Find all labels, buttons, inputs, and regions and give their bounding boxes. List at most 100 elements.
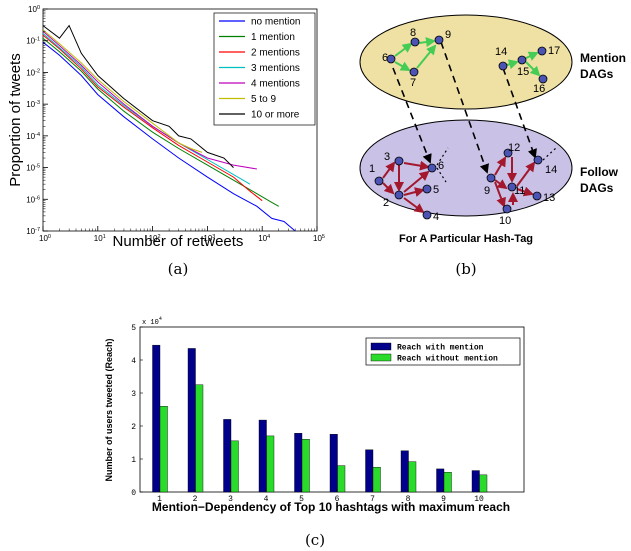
x-tick-label-c: 1: [157, 495, 162, 504]
bar-without-mention-10: [479, 474, 488, 493]
bar-without-mention-6: [337, 465, 346, 493]
node-f3: [394, 156, 404, 166]
legend-c: [365, 337, 521, 366]
y-tick-label: 10-2: [26, 68, 40, 77]
y-tick-label: 10-3: [26, 100, 40, 109]
edge-9-12: [494, 156, 507, 176]
label-f6: 6: [438, 160, 444, 172]
x-tick-label-c: 9: [441, 495, 446, 504]
edge-6-7: [394, 61, 411, 71]
y-tick-label-c: 3: [131, 390, 136, 399]
bar-with-mention-7: [365, 449, 374, 493]
node-f4: [422, 210, 432, 220]
node-f11: [507, 182, 517, 192]
follow-label-line2: DAGs: [580, 181, 614, 195]
y-tick-label: 10-1: [26, 37, 40, 46]
edge-7-9: [416, 44, 437, 69]
link-9-9: [440, 41, 489, 174]
y-axis-label-c: Number of users tweeted (Reach): [104, 338, 114, 481]
label-f12: 12: [508, 142, 520, 154]
x-tick-label: 103: [203, 234, 215, 243]
x-axis-ticks-a: 100 101 102 103 104 105: [39, 226, 325, 243]
node-m6: [386, 54, 396, 64]
label-f3: 3: [384, 151, 390, 163]
bar-without-mention-5: [301, 439, 310, 493]
edge-9-10: [494, 181, 506, 208]
y-tick-label: 100: [28, 5, 40, 14]
node-f14: [533, 155, 543, 165]
node-f10: [502, 204, 512, 214]
y-tick-label: 10-7: [26, 227, 40, 236]
diagram-title: For A Particular Hash-Tag: [399, 233, 533, 245]
bar-with-mention-6: [329, 434, 338, 493]
y-tick-label: 10-5: [26, 164, 40, 173]
label-m8: 8: [410, 27, 416, 39]
correspondence-lines: [392, 41, 537, 174]
x-tick-label-c: 4: [264, 495, 269, 504]
x-axis-label-a: Number of retweets: [113, 233, 244, 250]
node-m7: [409, 67, 419, 77]
series-line-1-mention: [42, 37, 279, 207]
x-tick-label: 101: [94, 234, 106, 243]
edge-6-8: [394, 42, 413, 57]
x-tick-label-c: 8: [406, 495, 411, 504]
label-m9: 9: [445, 29, 451, 41]
label-m6: 6: [382, 52, 388, 64]
label-f13: 13: [543, 192, 555, 204]
label-m15: 15: [517, 66, 529, 78]
node-f6: [427, 163, 437, 173]
series-line-10-or-more: [42, 24, 234, 168]
bar-without-mention-7: [372, 467, 381, 493]
bar-with-mention-1: [152, 344, 161, 493]
node-m16: [538, 74, 548, 84]
node-f1: [374, 176, 384, 186]
series-line-2-mentions: [42, 34, 263, 202]
panel-a-line-chart: 100 101 102 103 104 105 10-710-610-510-410-31…: [7, 5, 325, 278]
x-tick-label-c: 6: [335, 495, 340, 504]
bar-without-mention-8: [408, 461, 417, 493]
node-f2: [394, 190, 404, 200]
legend-label-a: no mention: [251, 17, 300, 28]
label-m14: 14: [495, 46, 507, 58]
x-tick-label: 105: [313, 234, 325, 243]
x-tick-label-c: 10: [474, 495, 484, 504]
link-14-14: [502, 67, 537, 159]
legend-label-c: Reach without mention: [397, 355, 498, 364]
edge-1-2: [382, 182, 395, 195]
bar-with-mention-8: [400, 450, 409, 493]
label-f4: 4: [433, 211, 439, 223]
legend-label-c: Reach with mention: [397, 344, 484, 353]
bar-without-mention-9: [443, 472, 452, 493]
edge-11-14: [516, 161, 536, 187]
x-tick-label-c: 2: [193, 495, 198, 504]
x-axis-label-c: Mention−Dependency of Top 10 hashtags wi…: [152, 500, 510, 514]
bar-without-mention-2: [195, 384, 204, 493]
y-tick-label-c: 5: [131, 324, 136, 333]
axis-ticks-c: 1 2 3 4 5 6 7 8 9 10 0 1 2 3 4 5: [131, 324, 484, 504]
label-f2: 2: [383, 197, 389, 209]
series-lines-a: [42, 24, 296, 232]
legend-label-a: 2 mentions: [251, 48, 300, 59]
bar-with-mention-9: [436, 468, 445, 493]
y-tick-label-c: 2: [131, 423, 136, 432]
series-line-4-mentions: [42, 30, 257, 170]
label-f5: 5: [433, 184, 439, 196]
bar-with-mention-3: [223, 419, 232, 493]
legend-label-a: 4 mentions: [251, 79, 300, 90]
node-m14: [498, 61, 508, 71]
y-multiplier-c: x 104: [142, 316, 162, 327]
bar-with-mention-2: [187, 348, 196, 493]
bar-with-mention-4: [258, 419, 267, 493]
label-f1: 1: [369, 163, 375, 175]
node-m15: [517, 55, 527, 65]
node-f13: [532, 191, 542, 201]
node-f12: [503, 148, 513, 158]
node-m9: [434, 35, 444, 45]
label-m16: 16: [533, 83, 545, 95]
mention-edges: [394, 37, 541, 77]
legend-label-a: 10 or more: [251, 110, 300, 121]
y-axis-ticks-a: 10-7 10-6 10-5 10-4 10-3 10-2 10-1 100: [26, 5, 48, 236]
series-line-no-mention: [42, 41, 296, 232]
node-labels: 6 7 8 9 14 15 16 17 1 2 3 4 5 6 9 10 11 …: [369, 27, 560, 227]
label-m17: 17: [548, 45, 560, 57]
